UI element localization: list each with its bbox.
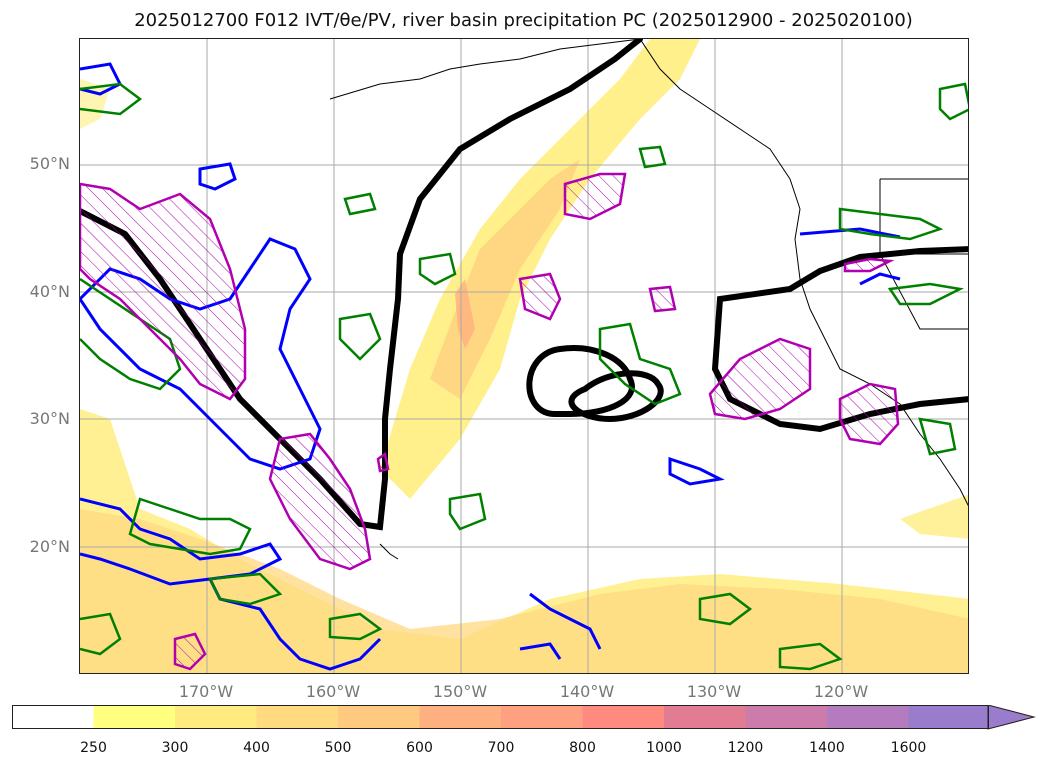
colorbar-tick-label: 600 — [406, 740, 433, 756]
colorbar-cell — [501, 705, 583, 729]
colorbar-tick-label: 1200 — [727, 740, 764, 756]
colorbar-cell — [827, 705, 909, 729]
colorbar-tick-label: 1000 — [646, 740, 682, 756]
colorbar-cell — [12, 705, 94, 729]
colorbar — [12, 705, 1036, 730]
precip-contours — [80, 82, 968, 671]
colorbar-cell — [93, 705, 175, 729]
colorbar-tick-label: 400 — [243, 740, 270, 756]
lon-label-130w: 130°W — [686, 682, 742, 701]
coastline — [329, 39, 968, 560]
colorbar-tick-label: 700 — [487, 740, 515, 756]
colorbar-tick-label: 300 — [161, 740, 189, 756]
lon-label-170w: 170°W — [178, 682, 234, 701]
colorbar-tick-label: 250 — [80, 740, 107, 756]
lon-label-160w: 160°W — [305, 682, 361, 701]
colorbar-tick-label: 500 — [324, 740, 352, 756]
colorbar-tick-label: 1600 — [890, 740, 927, 756]
lon-label-140w: 140°W — [559, 682, 615, 701]
lat-label-20: 20°N — [29, 537, 70, 556]
colorbar-cell — [419, 705, 501, 729]
lon-label-120w: 120°W — [813, 682, 869, 701]
hatched-regions — [80, 172, 900, 671]
lon-label-150w: 150°W — [432, 682, 488, 701]
lat-label-50: 50°N — [29, 154, 70, 173]
colorbar-tick-label: 800 — [569, 740, 596, 756]
colorbar-cell — [582, 705, 664, 729]
map-title: 2025012700 F012 IVT/θe/PV, river basin p… — [134, 10, 913, 31]
colorbar-tick-label: 1400 — [809, 740, 845, 756]
colorbar-cell — [745, 705, 827, 729]
lat-label-40: 40°N — [29, 282, 70, 301]
lat-label-30: 30°N — [29, 409, 70, 428]
colorbar-cell — [256, 705, 338, 729]
colorbar-cell — [338, 705, 420, 729]
colorbar-cell — [908, 705, 988, 729]
map-canvas — [80, 39, 968, 673]
colorbar-cell — [175, 705, 257, 729]
map-panel — [79, 38, 969, 674]
colorbar-cell — [664, 705, 746, 729]
